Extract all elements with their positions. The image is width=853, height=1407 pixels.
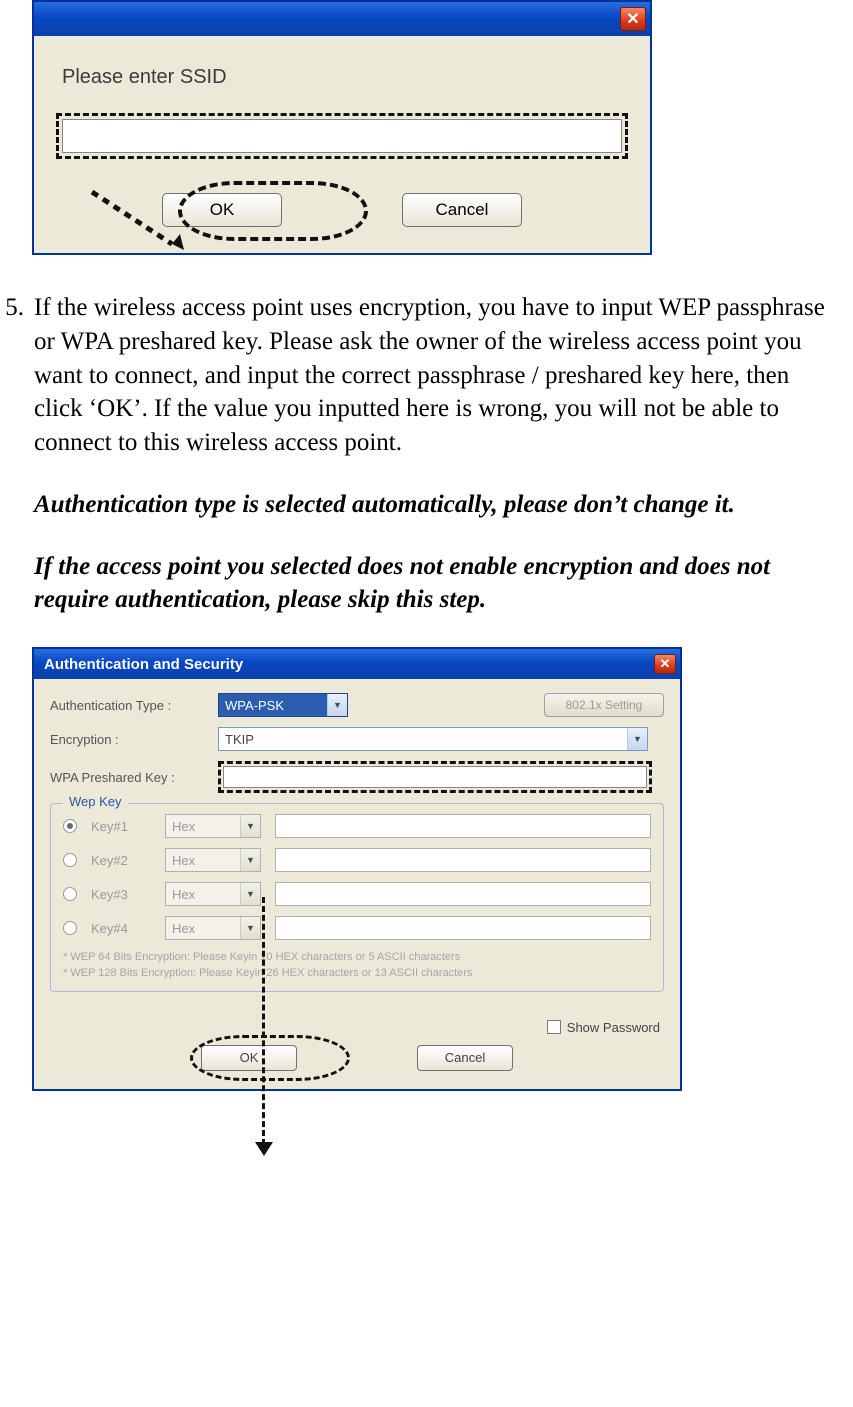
psk-input-highlight — [218, 761, 652, 793]
psk-label: WPA Preshared Key : — [50, 770, 208, 785]
ssid-prompt: Please enter SSID — [62, 66, 630, 89]
ssid-input-highlight — [56, 113, 628, 159]
ok-button[interactable]: OK — [201, 1045, 297, 1071]
wep-key-type-select[interactable]: Hex ▼ — [165, 848, 261, 872]
ssid-dialog: ✕ Please enter SSID OK Cancel — [32, 0, 652, 255]
wep-key-type-value: Hex — [172, 853, 195, 868]
wep-footnote-1: * WEP 64 Bits Encryption: Please Keyin 1… — [63, 950, 651, 964]
ssid-input[interactable] — [62, 119, 622, 153]
auth-dialog: Authentication and Security ✕ Authentica… — [32, 647, 682, 1091]
wep-key-radio[interactable] — [63, 853, 77, 867]
wep-key-row: Key#4 Hex ▼ — [63, 916, 651, 940]
wep-key-input[interactable] — [275, 848, 651, 872]
step-note-1: Authentication type is selected automati… — [34, 488, 843, 522]
ok-button[interactable]: OK — [162, 193, 282, 227]
step-number: 5. — [0, 291, 34, 617]
cancel-button[interactable]: Cancel — [417, 1045, 513, 1071]
wep-key-label: Key#1 — [91, 819, 151, 834]
instruction-text: 5. If the wireless access point uses enc… — [0, 255, 853, 617]
encryption-value: TKIP — [225, 732, 254, 747]
wep-key-label: Key#2 — [91, 853, 151, 868]
wep-footnote-2: * WEP 128 Bits Encryption: Please Keyin … — [63, 966, 651, 980]
cancel-button[interactable]: Cancel — [402, 193, 522, 227]
step-paragraph: If the wireless access point uses encryp… — [34, 291, 843, 460]
encryption-select[interactable]: TKIP ▼ — [218, 727, 648, 751]
step-note-2: If the access point you selected does no… — [34, 550, 843, 618]
chevron-down-icon: ▼ — [327, 694, 347, 716]
8021x-setting-button[interactable]: 802.1x Setting — [544, 693, 664, 717]
psk-input[interactable] — [223, 766, 647, 788]
wep-key-input[interactable] — [275, 916, 651, 940]
arrow-annotation-head-icon — [255, 1142, 273, 1156]
auth-type-select[interactable]: WPA-PSK ▼ — [218, 693, 348, 717]
wep-key-radio[interactable] — [63, 921, 77, 935]
chevron-down-icon: ▼ — [240, 815, 260, 837]
auth-type-value: WPA-PSK — [225, 698, 284, 713]
encryption-label: Encryption : — [50, 732, 208, 747]
auth-dialog-titlebar: Authentication and Security ✕ — [34, 649, 680, 679]
chevron-down-icon: ▼ — [240, 849, 260, 871]
wep-key-label: Key#3 — [91, 887, 151, 902]
wep-key-type-value: Hex — [172, 887, 195, 902]
wep-key-row: Key#2 Hex ▼ — [63, 848, 651, 872]
wep-key-radio[interactable] — [63, 819, 77, 833]
chevron-down-icon: ▼ — [240, 917, 260, 939]
wep-key-type-value: Hex — [172, 819, 195, 834]
wep-key-input[interactable] — [275, 882, 651, 906]
auth-type-label: Authentication Type : — [50, 698, 208, 713]
show-password-label: Show Password — [567, 1020, 660, 1035]
wep-key-type-select[interactable]: Hex ▼ — [165, 882, 261, 906]
wep-key-type-value: Hex — [172, 921, 195, 936]
wep-key-type-select[interactable]: Hex ▼ — [165, 814, 261, 838]
close-icon[interactable]: ✕ — [620, 7, 646, 31]
wep-key-row: Key#3 Hex ▼ — [63, 882, 651, 906]
auth-dialog-title: Authentication and Security — [44, 656, 243, 673]
chevron-down-icon: ▼ — [627, 728, 647, 750]
wep-legend: Wep Key — [63, 794, 128, 809]
wep-key-group: Wep Key Key#1Hex▼Key#2Hex▼Key#3Hex▼Key#4… — [50, 803, 664, 992]
show-password-checkbox[interactable] — [547, 1020, 561, 1034]
wep-key-row: Key#1 Hex ▼ — [63, 814, 651, 838]
wep-key-type-select[interactable]: Hex ▼ — [165, 916, 261, 940]
wep-key-label: Key#4 — [91, 921, 151, 936]
ssid-dialog-titlebar: ✕ — [34, 2, 650, 36]
wep-key-input[interactable] — [275, 814, 651, 838]
wep-key-radio[interactable] — [63, 887, 77, 901]
chevron-down-icon: ▼ — [240, 883, 260, 905]
close-icon[interactable]: ✕ — [654, 654, 676, 674]
